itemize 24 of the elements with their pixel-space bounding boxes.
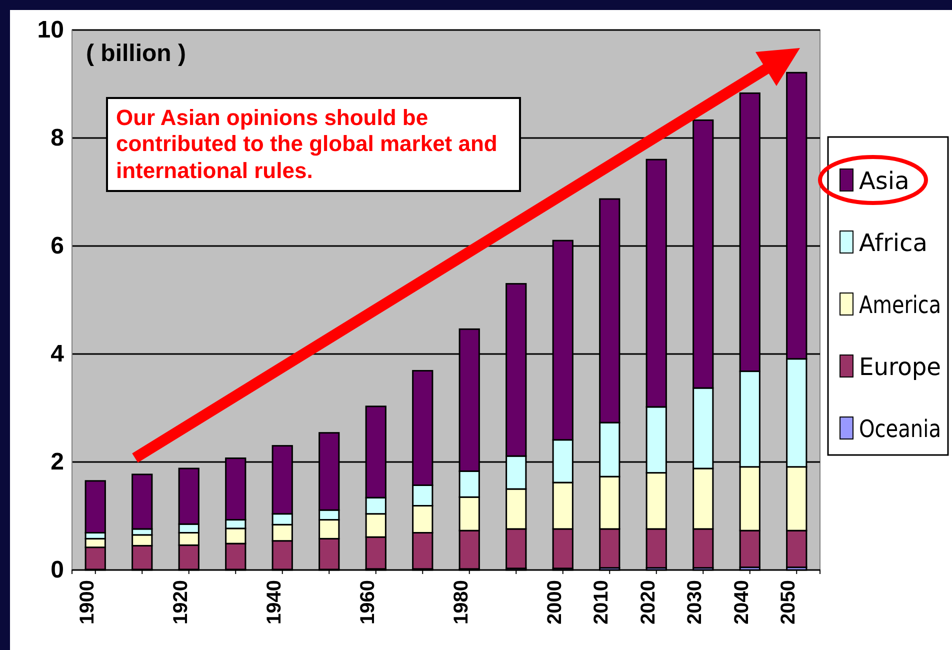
y-tick-label: 4 xyxy=(50,340,65,368)
legend-label: Asia xyxy=(859,167,910,195)
legend-label: Africa xyxy=(859,229,928,257)
x-tick-label: 2030 xyxy=(684,580,706,624)
y-tick-label: 8 xyxy=(50,124,64,152)
x-tick-label: 1940 xyxy=(263,580,286,624)
annotation: Our Asian opinions should be contributed to the global market and international rules. xyxy=(106,97,521,192)
x-tick-label: 1960 xyxy=(356,580,379,624)
legend-label: America xyxy=(859,291,952,319)
x-tick-label: 1980 xyxy=(450,580,472,624)
y-tick-label: 2 xyxy=(50,448,64,476)
annotation: ( billion ) xyxy=(86,40,186,67)
x-tick-label: 2000 xyxy=(544,580,566,624)
x-tick-label: 2010 xyxy=(590,580,613,624)
x-tick-label: 2050 xyxy=(778,580,800,624)
y-tick-label: 10 xyxy=(37,16,64,44)
y-tick-label: 0 xyxy=(50,556,64,584)
x-tick-label: 2020 xyxy=(637,580,660,624)
legend-label: Europe xyxy=(859,353,944,381)
x-tick-label: 1920 xyxy=(170,580,192,624)
x-tick-label: 1900 xyxy=(76,580,98,624)
x-tick-label: 2040 xyxy=(730,580,753,624)
y-tick-label: 6 xyxy=(50,232,64,260)
legend-label: Oceania xyxy=(859,415,952,443)
